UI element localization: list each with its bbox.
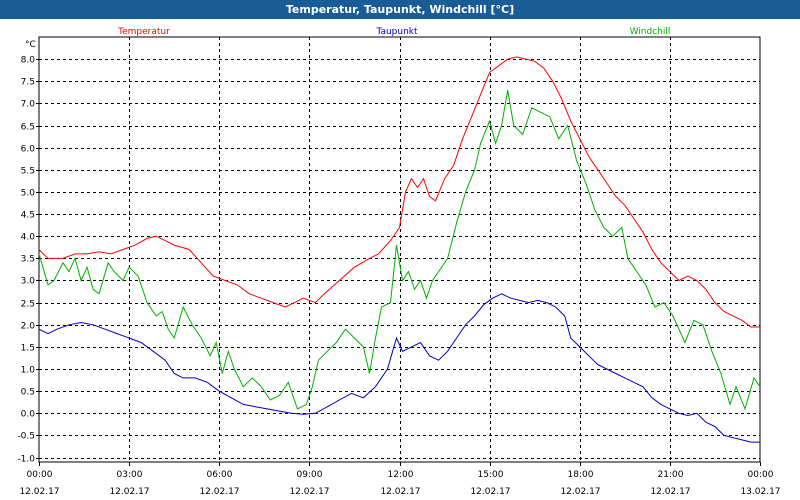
- x-tick-date-label: 12.02.17: [380, 487, 420, 497]
- x-tick-time-label: 15:00: [478, 470, 504, 480]
- x-tick-date-label: 12.02.17: [289, 487, 329, 497]
- x-tick-date-label: 12.02.17: [109, 487, 149, 497]
- x-tick-time-label: 00:00: [748, 470, 774, 480]
- legend: Temperatur Taupunkt Windchill: [117, 27, 670, 37]
- y-tick-label: 2.5: [21, 300, 35, 310]
- chart-title: Temperatur, Taupunkt, Windchill [°C]: [0, 0, 800, 19]
- grid-lines: [39, 37, 760, 462]
- y-tick-label: 3.5: [21, 255, 35, 265]
- y-tick-label: 5.5: [21, 167, 35, 177]
- x-tick-time-label: 09:00: [297, 470, 323, 480]
- x-tick-time-label: 18:00: [568, 470, 594, 480]
- x-tick-time-label: 03:00: [117, 470, 143, 480]
- x-tick-date-label: 12.02.17: [470, 487, 510, 497]
- y-tick-label: 6.5: [21, 123, 35, 133]
- y-tick-label: 1.0: [21, 366, 36, 376]
- x-tick-time-label: 06:00: [207, 470, 233, 480]
- series-line-taupunkt: [38, 293, 760, 443]
- y-tick-label: 7.5: [21, 78, 35, 88]
- data-series: [38, 56, 761, 443]
- y-axis-label: °C: [25, 40, 36, 50]
- x-tick-time-label: 21:00: [658, 470, 684, 480]
- y-tick-label: 6.0: [21, 145, 36, 155]
- y-tick-label: 7.0: [21, 100, 36, 110]
- y-axis-ticks: -1.0 -0.5 0.0 0.5 1.0 1.5 2.0 2.5 3.0 3.5 4.0 4.5 5.…: [17, 56, 39, 465]
- y-tick-label: 0.0: [21, 410, 36, 420]
- legend-entry-windchill: Windchill: [630, 27, 671, 37]
- x-tick-date-label: 13.02.17: [740, 487, 780, 497]
- y-tick-label: 5.0: [21, 189, 36, 199]
- y-tick-label: 1.5: [21, 344, 35, 354]
- x-tick-date-label: 12.02.17: [560, 487, 600, 497]
- x-tick-time-label: 00:00: [27, 470, 53, 480]
- y-tick-label: -0.5: [17, 432, 35, 442]
- series-line-windchill: [38, 90, 761, 411]
- x-axis-ticks: 00:00 12.02.17 03:00 12.02.17 06:00 12.02.17 0…: [19, 462, 781, 497]
- legend-entry-taupunkt: Taupunkt: [375, 27, 418, 37]
- y-tick-label: 4.0: [21, 233, 36, 243]
- x-tick-date-label: 12.02.17: [650, 487, 690, 497]
- x-tick-time-label: 12:00: [388, 470, 414, 480]
- y-tick-label: 8.0: [21, 56, 36, 66]
- x-tick-date-label: 12.02.17: [199, 487, 239, 497]
- y-tick-label: 0.5: [21, 388, 35, 398]
- y-tick-label: 4.5: [21, 211, 35, 221]
- legend-entry-temperatur: Temperatur: [117, 27, 170, 37]
- y-tick-label: 3.0: [21, 277, 36, 287]
- y-tick-label: 2.0: [21, 322, 36, 332]
- x-tick-date-label: 12.02.17: [19, 487, 59, 497]
- series-line-temperatur: [38, 56, 760, 328]
- y-tick-label: -1.0: [17, 455, 35, 465]
